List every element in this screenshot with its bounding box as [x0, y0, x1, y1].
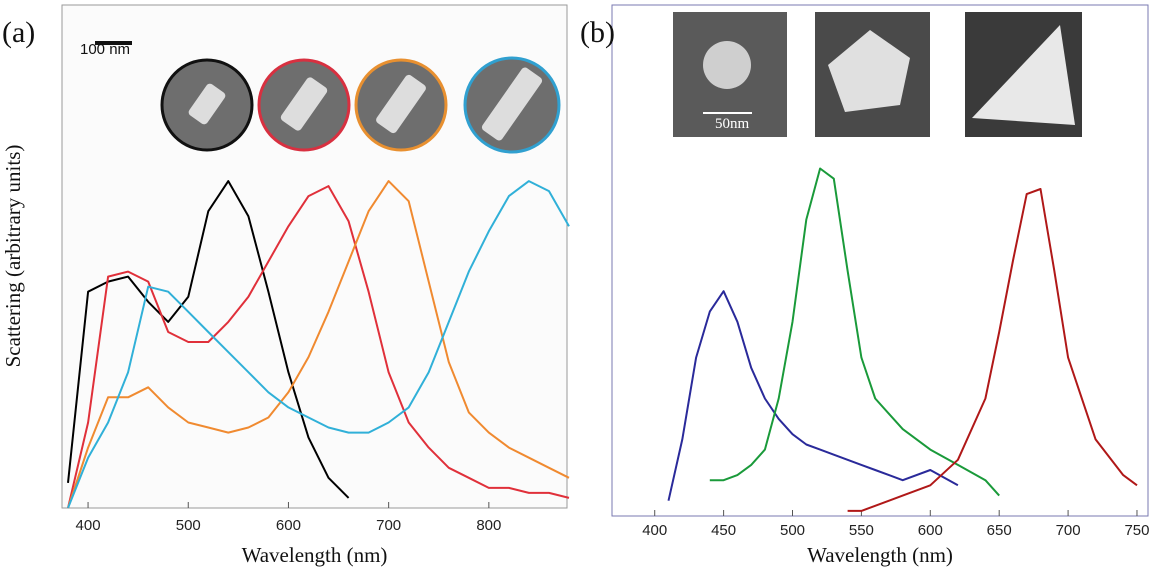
x-tick-label: 800	[476, 517, 501, 534]
annotation: 100 nm	[80, 41, 130, 58]
x-axis-label: Wavelength (nm)	[242, 543, 388, 567]
x-tick-label: 650	[987, 522, 1012, 539]
x-tick-label: 400	[76, 517, 101, 534]
x-tick-label: 400	[642, 522, 667, 539]
x-axis-label: Wavelength (nm)	[807, 543, 953, 567]
annotation: 50nm	[715, 116, 750, 132]
panel-label: (a)	[2, 16, 35, 49]
x-tick-label: 750	[1124, 522, 1149, 539]
x-tick-label: 500	[780, 522, 805, 539]
series-line	[709, 167, 1000, 497]
inset-images	[160, 56, 561, 154]
series-line	[667, 290, 959, 501]
series-line	[67, 180, 570, 509]
series-line	[847, 188, 1138, 512]
panel-label: (b)	[580, 16, 615, 49]
y-axis-label: Scattering (arbitrary units)	[1, 145, 25, 368]
x-tick-label: 550	[849, 522, 874, 539]
x-tick-label: 600	[276, 517, 301, 534]
series-line	[67, 185, 570, 509]
series-line	[67, 180, 350, 499]
inset-images	[673, 12, 1082, 137]
x-tick-label: 700	[376, 517, 401, 534]
x-tick-label: 450	[711, 522, 736, 539]
x-tick-label: 700	[1056, 522, 1081, 539]
x-tick-label: 600	[918, 522, 943, 539]
series-line	[67, 180, 570, 509]
x-tick-label: 500	[176, 517, 201, 534]
